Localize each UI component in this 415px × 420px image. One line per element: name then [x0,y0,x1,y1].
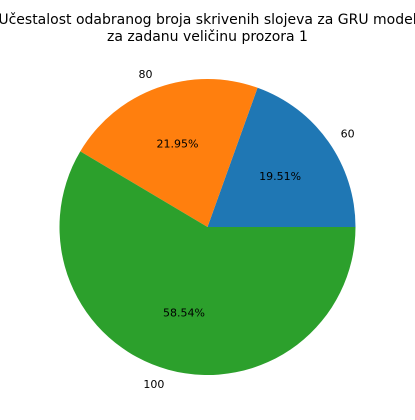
slice-label-80: 80 [139,68,153,81]
pie-slice-60 [207,87,356,227]
pie-slice-100 [59,151,356,375]
slice-label-60: 60 [341,127,355,140]
pie-slices [59,78,356,375]
slice-percent-100: 58.54% [163,307,205,320]
slice-percent-80: 21.95% [157,137,199,150]
pie-slice-80 [80,78,258,228]
slice-label-100: 100 [143,378,164,391]
slice-percent-60: 19.51% [259,170,301,183]
chart-title-line-1: Učestalost odabranog broja skrivenih slo… [0,12,415,28]
pie-labels: 60 19.51% 80 21.95% 100 58.54% [139,68,355,391]
chart-title-line-2: za zadanu veličinu prozora 1 [107,29,308,45]
